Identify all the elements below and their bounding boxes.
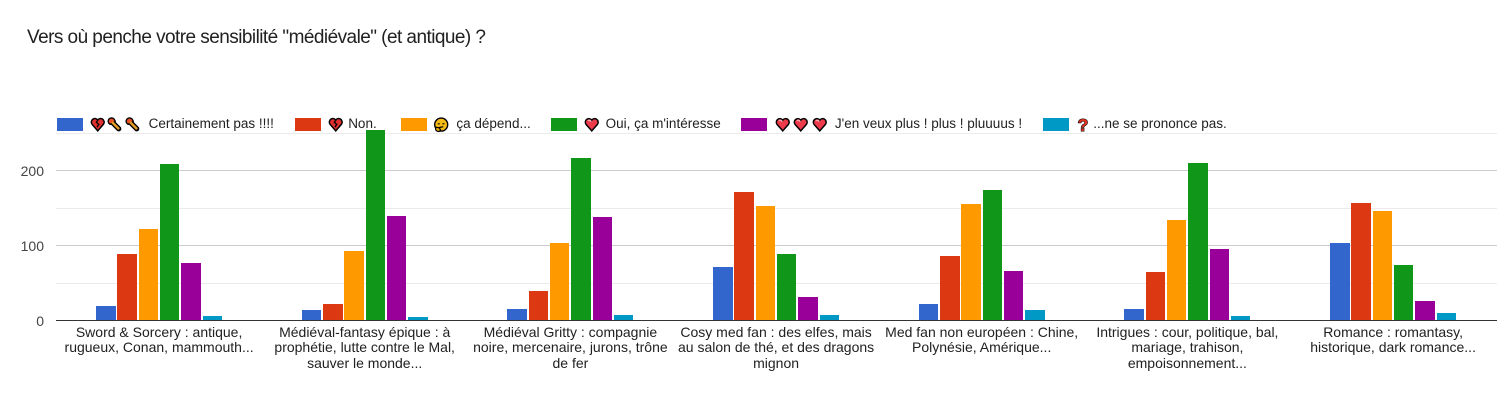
svg-text:?: ? bbox=[1078, 117, 1089, 134]
